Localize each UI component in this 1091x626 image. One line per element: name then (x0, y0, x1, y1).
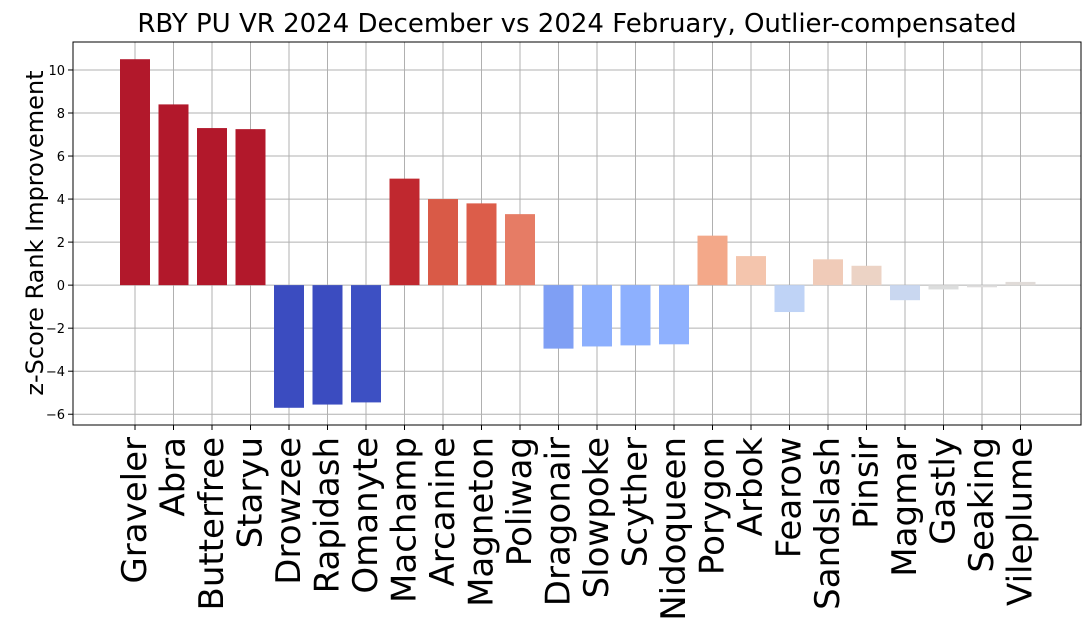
x-tick-label: Machamp (385, 437, 425, 603)
y-ticks: −6 −4 −2 0 2 4 6 8 10 (46, 64, 73, 423)
bar-fearow (774, 285, 805, 313)
x-tick-label: Fearow (770, 437, 810, 558)
x-tick-label: Scyther (616, 437, 656, 567)
bar-scyther (620, 285, 651, 346)
x-tick-label: Seaking (962, 437, 1002, 573)
y-tick-label: 8 (57, 107, 65, 122)
x-tick-label: Staryu (231, 437, 271, 548)
bar-butterfree (197, 128, 227, 286)
x-tick-label: Nidoqueen (654, 437, 694, 621)
x-tick-label: Sandslash (808, 437, 848, 610)
x-tick-label: Omanyte (346, 437, 386, 594)
bar-staryu (235, 129, 266, 286)
x-tick-label: Pinsir (847, 437, 887, 529)
bar-slowpoke (582, 285, 612, 347)
x-tick-label: Porygon (693, 437, 733, 575)
y-tick-label: 4 (57, 193, 65, 208)
x-tick-label: Arbok (731, 437, 771, 537)
bar-magneton (466, 203, 497, 286)
y-tick-label: −4 (46, 365, 65, 380)
x-tick-label: Rapidash (308, 437, 348, 593)
y-axis-label: z-Score Rank Improvement (21, 70, 49, 395)
bar-poliwag (505, 214, 535, 286)
x-tick-label: Butterfree (192, 437, 232, 610)
x-tick-label: Gastly (924, 437, 964, 545)
bar-vileplume (1005, 281, 1036, 286)
y-tick-label: 2 (57, 236, 65, 251)
x-tick-label: Graveler (115, 437, 155, 584)
x-tick-label: Magneton (462, 437, 502, 607)
bar-arbok (736, 256, 766, 286)
bar-abra (158, 104, 189, 286)
x-tick-label: Arcanine (423, 437, 463, 586)
bar-omanyte (351, 285, 381, 403)
bar-machamp (389, 178, 420, 286)
bar-pinsir (851, 265, 882, 286)
bars (120, 59, 1036, 408)
bar-seaking (967, 285, 997, 288)
bar-porygon (697, 235, 728, 286)
bar-arcanine (428, 199, 458, 286)
x-tick-label: Vileplume (1001, 437, 1041, 606)
x-ticks: GravelerAbraButterfreeStaryuDrowzeeRapid… (115, 425, 1041, 621)
x-tick-label: Magmar (885, 437, 925, 577)
bar-gastly (928, 285, 959, 290)
y-tick-label: −2 (46, 322, 65, 337)
x-tick-label: Abra (154, 437, 194, 517)
y-tick-label: 10 (48, 64, 65, 79)
bar-graveler (120, 59, 150, 286)
bar-rapidash (312, 285, 343, 405)
plot-frame (72, 41, 1082, 426)
x-tick-label: Dragonair (539, 437, 579, 606)
bar-nidoqueen (659, 285, 689, 345)
bar-drowzee (274, 285, 304, 408)
x-tick-label: Poliwag (500, 437, 540, 566)
y-tick-label: −6 (46, 408, 65, 423)
bar-dragonair (543, 285, 574, 349)
bar-magmar (890, 285, 920, 301)
chart-title: RBY PU VR 2024 December vs 2024 February… (137, 9, 1016, 39)
bar-sandslash (813, 259, 843, 286)
x-tick-label: Drowzee (269, 437, 309, 585)
y-tick-label: 0 (57, 279, 65, 294)
x-tick-label: Slowpoke (577, 437, 617, 598)
y-tick-label: 6 (57, 150, 65, 165)
